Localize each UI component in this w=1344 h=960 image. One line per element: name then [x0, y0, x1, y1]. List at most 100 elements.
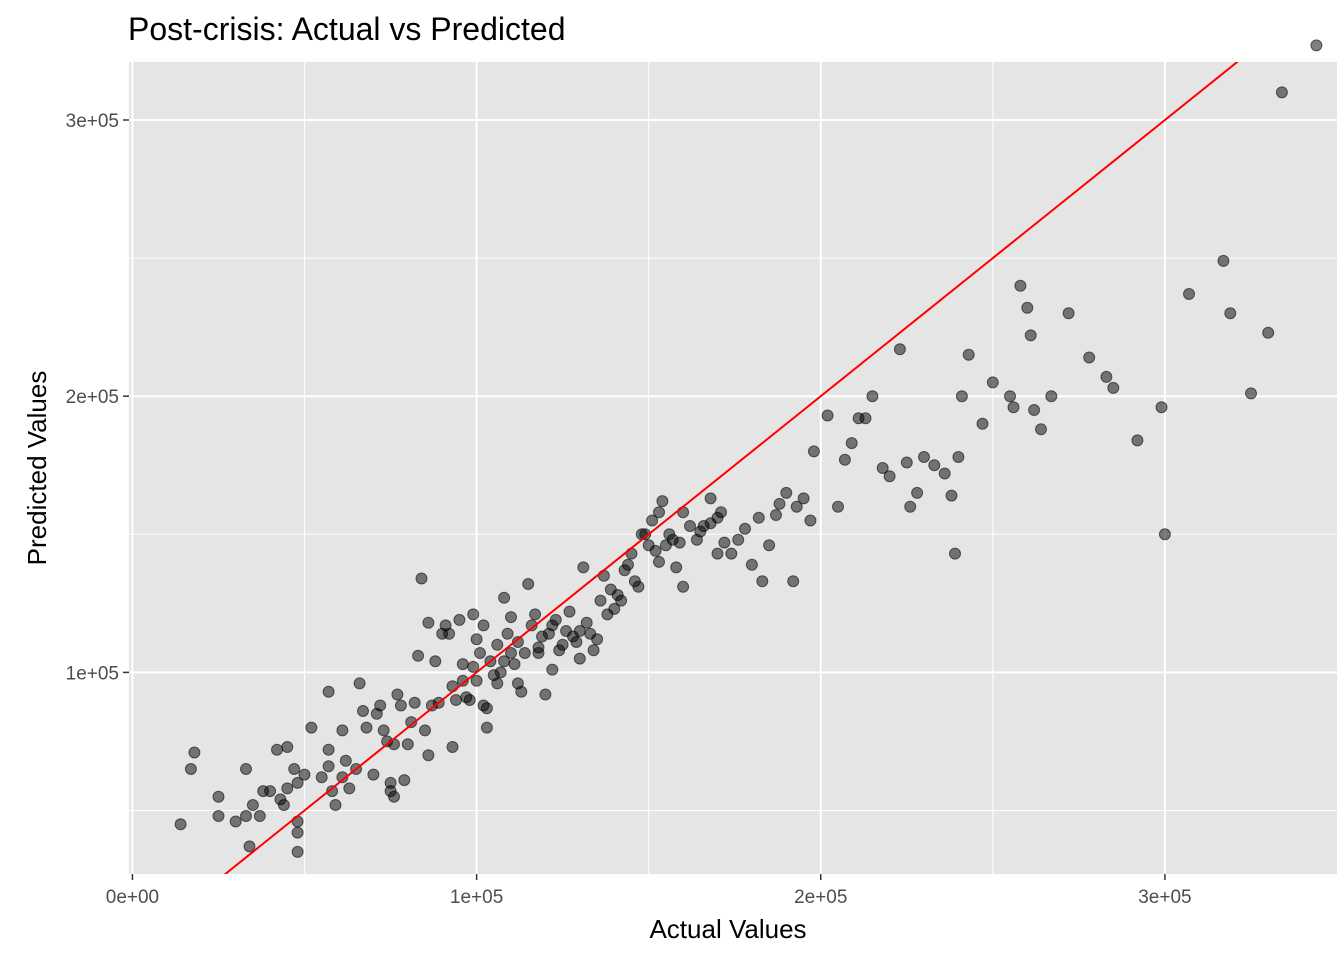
data-point — [412, 649, 425, 662]
data-point — [281, 741, 294, 753]
data-point — [388, 738, 400, 751]
data-point — [446, 741, 459, 753]
data-point — [415, 572, 428, 585]
data-point — [756, 575, 769, 588]
data-point — [646, 514, 659, 527]
y-tick-label: 3e+05 — [66, 111, 119, 132]
data-point — [1083, 351, 1096, 364]
data-point — [374, 699, 387, 712]
data-point — [1107, 381, 1120, 394]
data-point — [398, 774, 411, 787]
data-point — [240, 810, 252, 822]
data-point — [900, 456, 913, 469]
data-point — [450, 694, 462, 706]
data-point — [962, 348, 975, 361]
data-point — [804, 514, 817, 527]
data-point — [298, 768, 311, 781]
data-point — [763, 539, 776, 552]
data-point — [518, 647, 531, 659]
data-point — [477, 619, 490, 632]
data-point — [1024, 329, 1037, 342]
data-point — [443, 627, 456, 640]
data-point — [253, 810, 266, 822]
data-point — [288, 763, 301, 775]
data-point — [505, 611, 517, 624]
data-point — [505, 647, 517, 659]
y-tick-label: 1e+05 — [66, 663, 119, 684]
data-point — [291, 845, 304, 858]
data-point — [684, 520, 696, 532]
data-point — [405, 716, 418, 729]
data-point — [1028, 404, 1041, 416]
data-point — [429, 655, 442, 668]
data-point — [673, 536, 686, 549]
data-point — [653, 506, 665, 519]
data-point — [1155, 401, 1168, 414]
data-point — [463, 694, 476, 706]
data-point — [832, 500, 844, 513]
data-point — [876, 462, 889, 474]
data-point — [807, 445, 820, 458]
data-point — [838, 453, 851, 466]
data-point — [491, 677, 504, 690]
data-point — [1021, 301, 1034, 314]
data-point — [360, 721, 373, 734]
data-point — [1062, 307, 1075, 320]
data-point — [322, 685, 335, 698]
data-point — [305, 721, 318, 734]
data-point — [790, 500, 803, 513]
data-point — [470, 633, 483, 646]
data-point — [494, 666, 507, 679]
data-point — [1035, 423, 1047, 436]
data-point — [911, 486, 924, 499]
y-axis-title: Predicted Values — [22, 371, 52, 566]
data-point — [649, 544, 662, 557]
data-point — [391, 688, 404, 701]
data-point — [1183, 288, 1195, 300]
data-point — [625, 547, 638, 560]
y-tick-label: 2e+05 — [66, 387, 119, 408]
data-point — [745, 558, 758, 571]
data-point — [422, 616, 435, 629]
data-point — [422, 749, 435, 762]
data-point — [955, 390, 968, 403]
data-point — [322, 743, 335, 756]
data-point — [904, 500, 917, 513]
x-axis-title: Actual Values — [649, 914, 806, 944]
x-tick-label: 2e+05 — [794, 887, 847, 908]
data-point — [501, 627, 514, 640]
data-point — [188, 746, 201, 759]
x-tick-label: 1e+05 — [450, 887, 503, 908]
data-point — [291, 815, 304, 828]
data-point — [797, 492, 810, 505]
data-point — [1158, 528, 1171, 541]
data-point — [532, 647, 545, 659]
data-point — [401, 738, 414, 751]
data-point — [515, 685, 528, 698]
data-point — [866, 390, 879, 403]
data-point — [752, 511, 765, 524]
data-point — [1131, 434, 1144, 447]
reference-line — [223, 62, 1239, 874]
data-point — [353, 677, 366, 690]
data-point — [456, 674, 469, 687]
data-point — [491, 638, 504, 651]
grid-lines — [129, 62, 1337, 874]
data-point — [622, 558, 634, 571]
data-point — [918, 451, 930, 463]
data-point — [184, 763, 197, 775]
data-point — [336, 771, 349, 784]
data-point — [243, 840, 256, 853]
data-point — [174, 818, 187, 831]
data-point — [377, 724, 390, 737]
data-point — [570, 636, 583, 648]
data-point — [677, 580, 690, 593]
data-point — [1275, 86, 1288, 99]
data-point — [938, 467, 951, 480]
data-point — [608, 602, 621, 615]
data-point — [474, 647, 486, 659]
data-point — [928, 459, 941, 472]
data-point — [315, 771, 328, 784]
